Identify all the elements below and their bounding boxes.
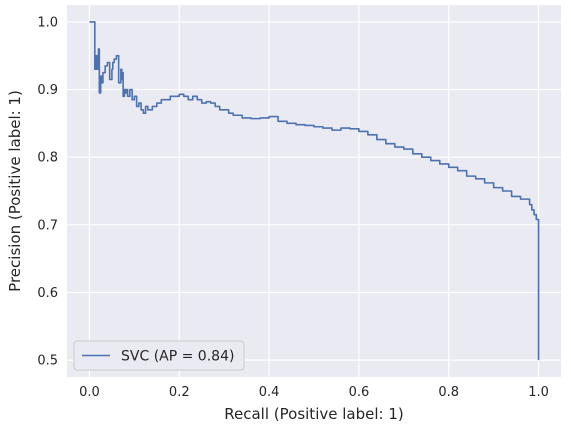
legend: SVC (AP = 0.84) <box>73 340 245 371</box>
y-tick-label: 0.7 <box>37 218 58 233</box>
legend-box <box>73 340 245 371</box>
series-line <box>89 21 540 361</box>
legend-label: SVC (AP = 0.84) <box>121 349 234 365</box>
x-tick-label: 0.8 <box>438 385 459 400</box>
plot-background <box>67 5 561 377</box>
x-axis-label: Recall (Positive label: 1) <box>224 405 403 423</box>
y-tick-label: 0.5 <box>37 354 58 369</box>
y-axis-label: Precision (Positive label: 1) <box>6 90 24 292</box>
y-tick-label: 1.0 <box>37 15 58 30</box>
y-tick-label: 0.6 <box>37 286 58 301</box>
x-tick-label: 0.2 <box>169 385 190 400</box>
y-tick-label: 0.9 <box>37 83 58 98</box>
x-tick-label: 0.4 <box>259 385 280 400</box>
y-tick-label: 0.8 <box>37 151 58 166</box>
x-tick-label: 0.6 <box>349 385 370 400</box>
series-layer <box>89 21 540 361</box>
tick-labels: 0.0 0.2 0.4 0.6 0.8 1.0 0.5 0.6 0.7 0.8 0.9 1.0 <box>37 15 549 400</box>
x-tick-label: 1.0 <box>528 385 549 400</box>
x-tick-label: 0.0 <box>79 385 100 400</box>
